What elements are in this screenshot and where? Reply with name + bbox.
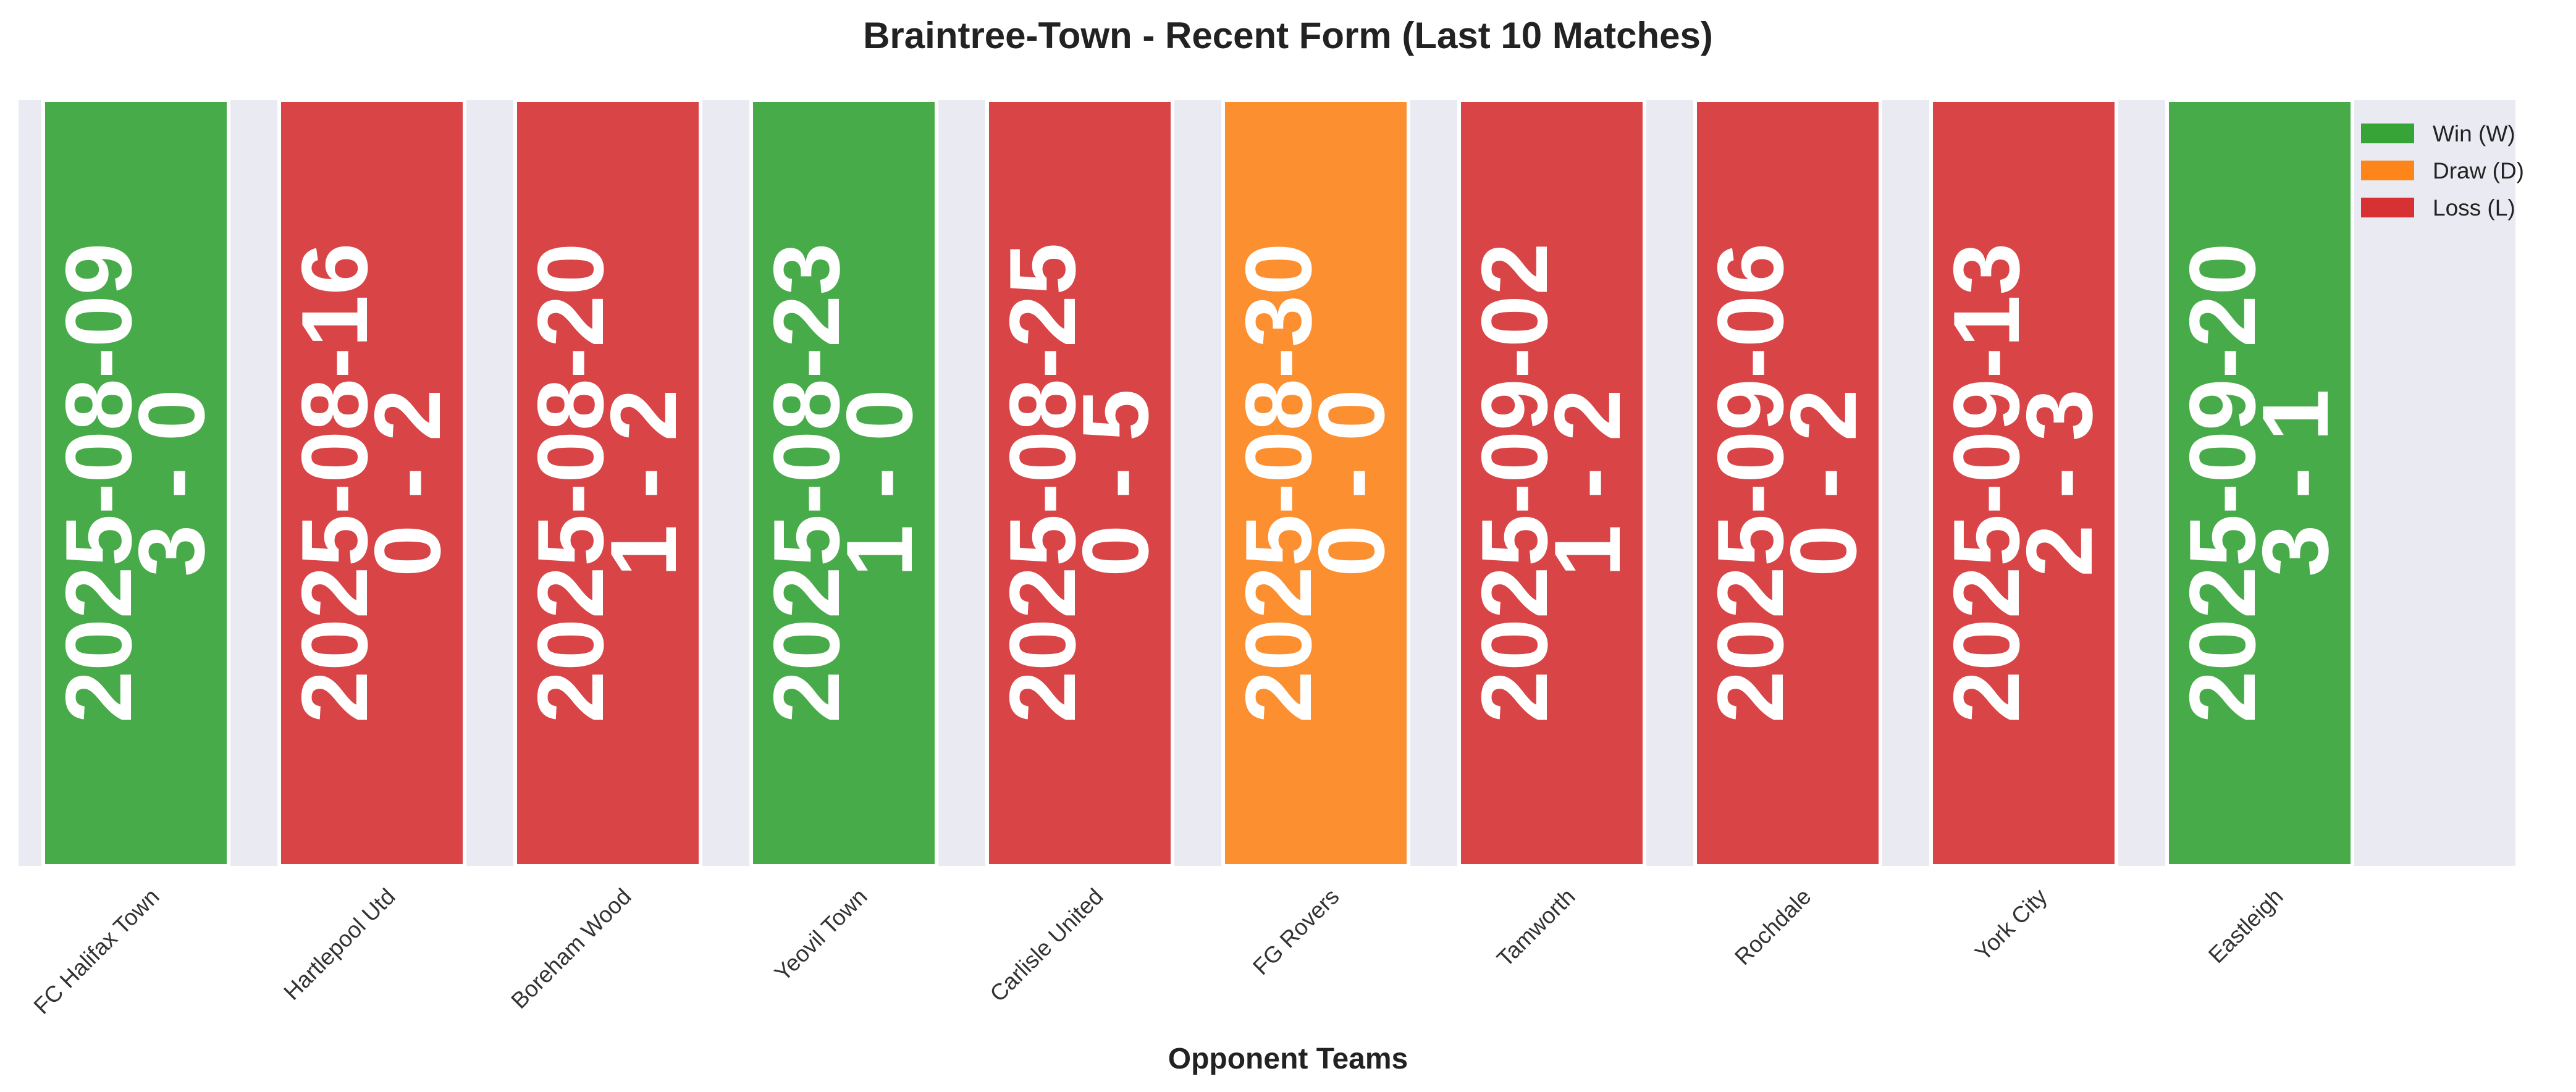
x-tick-label-2: Hartlepool Utd [279,884,400,1005]
bar-label-score: 1 - 0 [827,389,932,577]
bar-label-date: 2025-08-20 [518,243,623,723]
legend-label-d: Draw (D) [2433,158,2524,183]
legend-swatch-d [2361,161,2414,180]
legend-label-l: Loss (L) [2433,195,2515,220]
bar-2 [277,98,466,868]
bar-label-score: 2 - 3 [2007,389,2112,577]
bar-label-date: 2025-08-09 [46,243,151,723]
legend: Win (W) Draw (D) Loss (L) [2361,121,2524,220]
bar-label-date: 2025-09-20 [2170,243,2275,723]
bar-7 [1457,98,1646,868]
bar-label-score: 0 - 5 [1063,389,1168,577]
bar-label-score: 0 - 2 [1771,389,1876,577]
bar-label-score: 0 - 2 [355,389,460,577]
bar-label-date: 2025-09-06 [1698,243,1803,723]
bar-5 [985,98,1174,868]
bar-label-date: 2025-09-02 [1462,243,1567,723]
bar-label-date: 2025-08-16 [282,243,387,723]
legend-label-w: Win (W) [2433,121,2515,146]
bar-label-9: 2025-09-132 - 3 [1934,243,2112,723]
x-tick-label-9: York City [1970,883,2052,965]
bar-label-4: 2025-08-231 - 0 [754,243,932,723]
bar-label-8: 2025-09-060 - 2 [1698,243,1876,723]
x-tick-label-10: Eastleigh [2203,884,2288,968]
legend-swatch-l [2361,198,2414,217]
x-tick-label-4: Yeovil Town [770,884,872,986]
bar-label-7: 2025-09-021 - 2 [1462,243,1640,723]
bar-label-score: 3 - 1 [2243,389,2348,577]
x-tick-label-3: Boreham Wood [506,884,636,1014]
bars-layer [41,98,2354,868]
x-axis-label: Opponent Teams [1168,1043,1408,1075]
bar-label-score: 3 - 0 [119,389,224,577]
bar-label-3: 2025-08-201 - 2 [518,243,696,723]
bar-4 [749,98,938,868]
x-tick-labels: FC Halifax Town Hartlepool Utd Boreham Woo… [29,883,2288,1018]
bar-9 [1929,98,2118,868]
x-tick-label-5: Carlisle United [985,884,1108,1007]
bar-label-date: 2025-08-23 [754,243,859,723]
bar-label-score: 0 - 0 [1299,389,1404,577]
bar-label-score: 1 - 2 [1535,389,1640,577]
bar-1 [41,98,230,868]
bar-label-6: 2025-08-300 - 0 [1226,243,1404,723]
legend-swatch-w [2361,124,2414,143]
x-tick-label-8: Rochdale [1730,884,1816,970]
bar-label-1: 2025-08-093 - 0 [46,243,224,723]
bar-labels-layer: 2025-08-093 - 0 2025-08-160 - 2 2025-08-20… [46,243,2348,723]
bar-6 [1221,98,1410,868]
bar-label-5: 2025-08-250 - 5 [990,243,1168,723]
bar-label-2: 2025-08-160 - 2 [282,243,460,723]
bar-8 [1693,98,1882,868]
bar-3 [513,98,702,868]
bar-label-date: 2025-08-30 [1226,243,1331,723]
x-tick-label-1: FC Halifax Town [29,884,164,1019]
bar-10 [2165,98,2354,868]
bar-label-10: 2025-09-203 - 1 [2170,243,2348,723]
bar-label-date: 2025-08-25 [990,243,1095,723]
x-tick-label-6: FG Rovers [1248,884,1344,980]
bar-label-date: 2025-09-13 [1934,243,2039,723]
chart-title: Braintree-Town - Recent Form (Last 10 Ma… [863,15,1713,56]
x-tick-label-7: Tamworth [1492,884,1580,972]
bar-label-score: 1 - 2 [591,389,696,577]
